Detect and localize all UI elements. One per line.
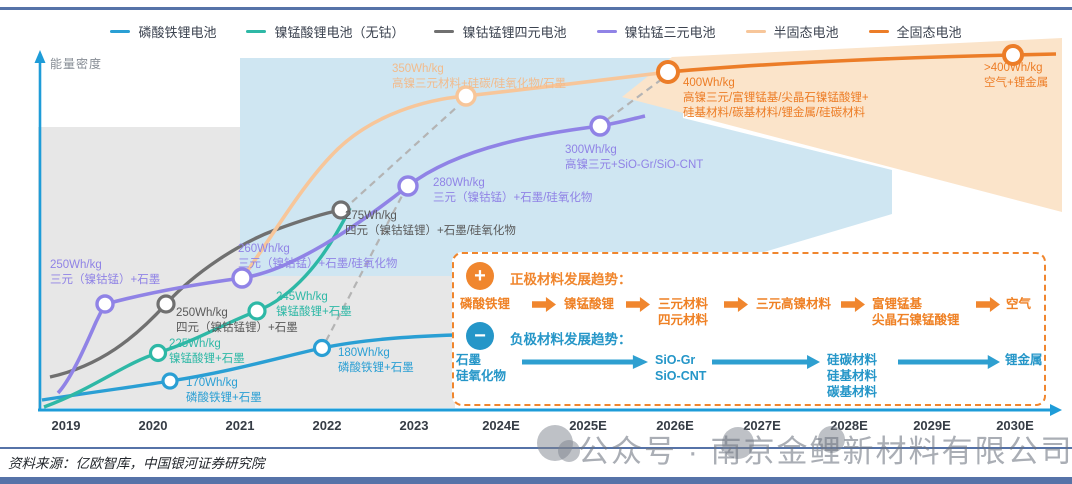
markers-quaternary	[156, 200, 351, 314]
legend-swatch-allsolid	[868, 30, 889, 33]
cathode-trend-title: 正极材料发展趋势：	[510, 272, 632, 287]
legend: 磷酸铁锂电池 镍锰酸锂电池（无钴） 镍钴锰锂四元电池 镍钴锰三元电池 半固态电池…	[0, 22, 1072, 41]
line-allsolid	[667, 52, 1057, 74]
cathode-step-3: 三元材料 四元材料	[658, 297, 709, 327]
wechat-icon	[818, 426, 845, 453]
point-label-275: 275Wh/kg 四元（镍钴锰锂）+石墨/硅氧化物	[345, 210, 516, 237]
legend-item-semisolid: 半固态电池	[745, 22, 839, 41]
anode-step-1: 石墨 硅氧化物	[456, 353, 507, 383]
y-axis-label: 能量密度	[50, 57, 103, 71]
material-trends-box	[452, 252, 1046, 406]
legend-label-ncm: 镍钴锰三元电池	[624, 25, 716, 40]
bottom-rule	[0, 477, 1072, 484]
point-label-260: 260Wh/kg 三元（镍钴锰）+石墨/硅氧化物	[238, 243, 398, 270]
markers-semisolid	[455, 85, 477, 107]
legend-item-quaternary: 镍钴锰锂四元电池	[434, 22, 567, 41]
anode-step-3: 硅碳材料 硅基材料 碳基材料	[827, 353, 878, 399]
zone-semisolid-extension	[683, 118, 892, 276]
anode-trend-title: 负极材料发展趋势：	[510, 332, 632, 347]
tick-2025e: 2025E	[569, 418, 607, 433]
tick-2019: 2019	[51, 418, 81, 433]
legend-label-quaternary: 镍钴锰锂四元电池	[462, 25, 567, 40]
tick-2030e: 2030E	[996, 418, 1034, 433]
legend-item-allsolid: 全固态电池	[868, 22, 962, 41]
y-axis-arrow-icon	[34, 50, 46, 63]
tick-2024e: 2024E	[482, 418, 520, 433]
point-label-350: 350Wh/kg 高镍三元材料+硅碳/硅氧化物/石墨	[392, 63, 567, 90]
tick-2026e: 2026E	[656, 418, 694, 433]
point-label-170: 170Wh/kg 磷酸铁锂+石墨	[186, 377, 262, 404]
minus-icon: −	[466, 322, 494, 350]
point-label-280: 280Wh/kg 三元（镍钴锰）+石墨/硅氧化物	[433, 177, 593, 204]
line-lfp	[41, 333, 456, 402]
tick-2020: 2020	[138, 418, 168, 433]
point-label-250-quaternary: 250Wh/kg 四元（镍钴锰锂）+石墨	[176, 307, 298, 334]
cathode-step-6: 空气	[1006, 297, 1032, 311]
markers-allsolid	[656, 44, 1024, 84]
point-label-250-ncm: 250Wh/kg 三元（镍钴锰）+石墨	[50, 259, 161, 286]
legend-swatch-lfp	[110, 30, 131, 33]
point-label-225: 225Wh/kg 镍锰酸锂+石墨	[169, 338, 245, 365]
point-label-245: 245Wh/kg 镍锰酸锂+石墨	[276, 291, 352, 318]
x-axis-arrow-icon	[1050, 404, 1062, 416]
legend-label-lnmo: 镍锰酸锂电池（无钴）	[274, 25, 405, 40]
top-rule	[0, 7, 1072, 10]
x-axis-ticks: 2019 2020 2021 2022 2023 2024E 2025E 202…	[0, 418, 1072, 438]
point-label-400: 400Wh/kg 高镍三元/富锂锰基/尖晶石镍锰酸锂+ 硅基材料/碳基材料/锂金属…	[683, 77, 869, 119]
watermark-text: 公众号 · 南京金鲤新材料有限公司	[578, 434, 1072, 469]
cathode-step-2: 镍锰酸锂	[564, 297, 615, 311]
anode-step-4: 锂金属	[1005, 353, 1043, 367]
migration-dash-1	[325, 191, 405, 342]
wechat-icon	[722, 427, 754, 459]
line-ncm	[56, 114, 646, 395]
legend-swatch-lnmo	[246, 30, 267, 33]
zone-allsolid	[622, 38, 1062, 212]
legend-item-lfp: 磷酸铁锂电池	[110, 22, 216, 41]
zone-liquid	[38, 127, 455, 408]
legend-label-lfp: 磷酸铁锂电池	[138, 25, 217, 40]
cathode-step-4: 三元高镍材料	[756, 297, 832, 311]
point-label-300: 300Wh/kg 高镍三元+SiO-Gr/SiO-CNT	[565, 144, 704, 171]
line-semisolid	[241, 70, 669, 279]
legend-label-semisolid: 半固态电池	[773, 25, 839, 40]
legend-item-lnmo: 镍锰酸锂电池（无钴）	[246, 22, 404, 41]
zone-semisolid	[240, 58, 683, 276]
legend-label-allsolid: 全固态电池	[896, 25, 962, 40]
source-note: 资料来源：亿欧智库，中国银河证券研究院	[8, 456, 265, 471]
cathode-step-5: 富锂锰基 尖晶石镍锰酸锂	[872, 297, 960, 327]
legend-item-ncm: 镍钴锰三元电池	[596, 22, 716, 41]
separator-rule	[0, 447, 1072, 449]
wechat-icon	[558, 440, 580, 462]
legend-swatch-quaternary	[434, 30, 455, 33]
tick-2021: 2021	[225, 418, 255, 433]
cathode-step-1: 磷酸铁锂	[460, 297, 511, 311]
tick-2022: 2022	[312, 418, 342, 433]
markers-lnmo	[148, 301, 267, 363]
anode-step-2: SiO-Gr SiO-CNT	[655, 353, 707, 383]
legend-swatch-ncm	[596, 30, 617, 33]
legend-swatch-semisolid	[745, 30, 766, 33]
plus-icon: +	[466, 262, 494, 290]
tick-2027e: 2027E	[743, 418, 781, 433]
line-quaternary	[49, 208, 342, 379]
point-label-180: 180Wh/kg 磷酸铁锂+石墨	[338, 347, 414, 374]
markers-lfp	[161, 338, 332, 390]
point-label-400plus: >400Wh/kg 空气+锂金属	[984, 62, 1049, 89]
tick-2023: 2023	[399, 418, 429, 433]
markers-ncm	[95, 115, 611, 314]
tick-2029e: 2029E	[913, 418, 951, 433]
